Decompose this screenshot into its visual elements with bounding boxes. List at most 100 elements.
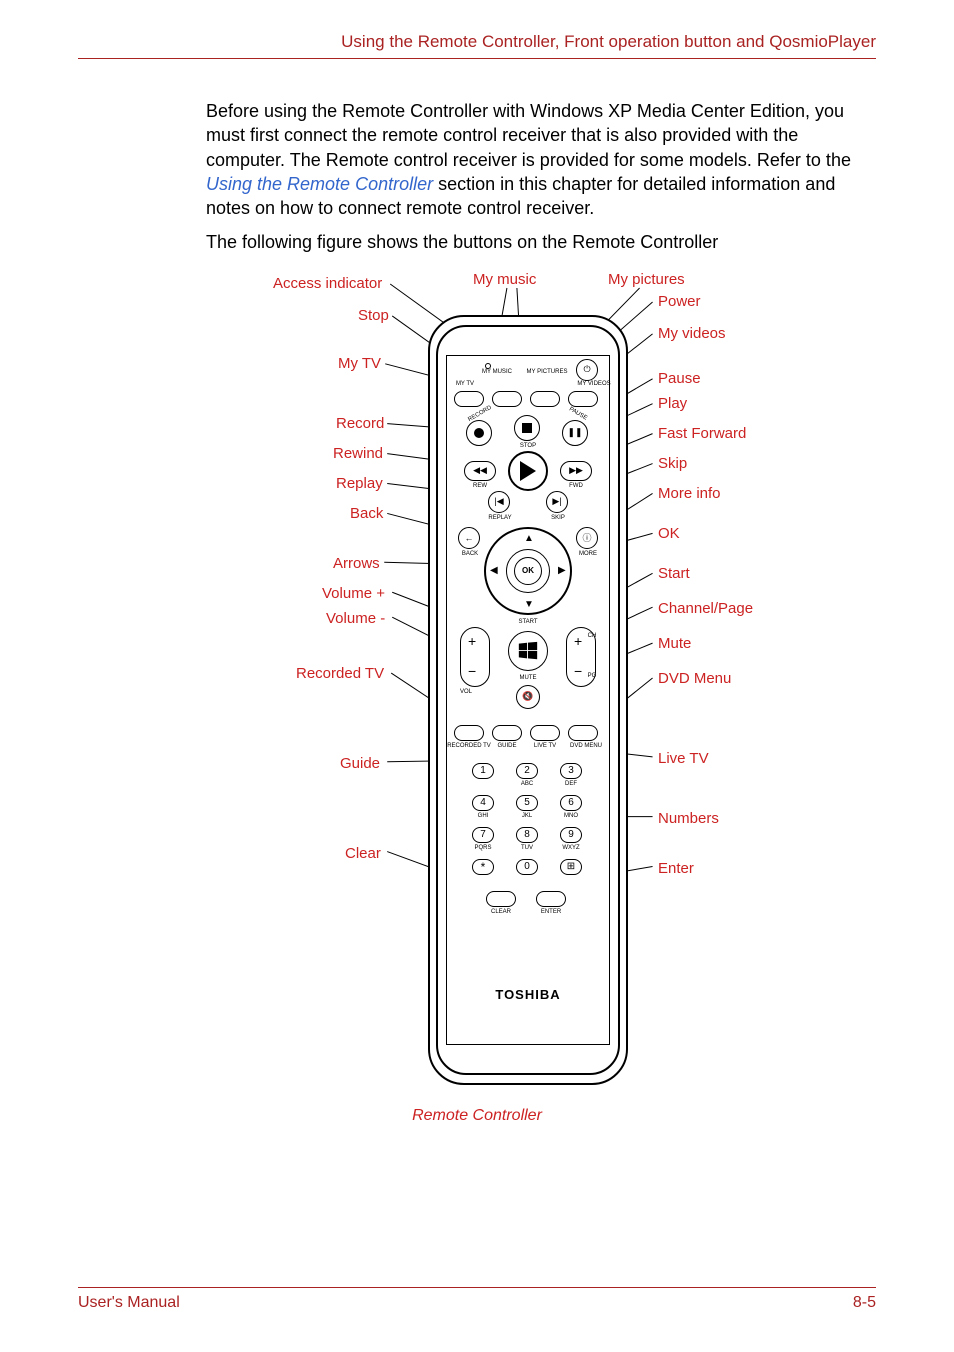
txt-back: BACK: [452, 551, 488, 557]
star-button[interactable]: *: [472, 859, 494, 875]
txt-def: DEF: [558, 781, 584, 787]
footer-left: User's Manual: [78, 1294, 180, 1312]
dvdmenu-button[interactable]: [568, 725, 598, 741]
label-clear: Clear: [345, 845, 381, 862]
num-5[interactable]: 5: [516, 795, 538, 811]
label-arrows: Arrows: [333, 555, 380, 572]
txt-pqrs: PQRS: [468, 845, 498, 851]
label-skip: Skip: [658, 455, 687, 472]
label-myvideos: My videos: [658, 325, 726, 342]
txt-abc: ABC: [514, 781, 540, 787]
paragraph-2: The following figure shows the buttons o…: [206, 230, 876, 254]
txt-vol: VOL: [456, 689, 476, 695]
ok-button[interactable]: OK: [514, 557, 542, 585]
label-mute: Mute: [658, 635, 691, 652]
play-icon: [520, 461, 536, 481]
start-button[interactable]: [508, 631, 548, 671]
txt-mymusic: MY MUSIC: [476, 369, 518, 375]
num-6[interactable]: 6: [560, 795, 582, 811]
fastforward-button[interactable]: ▶▶: [560, 461, 592, 481]
txt-dvdmenu: DVD MENU: [566, 743, 606, 749]
play-button[interactable]: [508, 451, 548, 491]
channel-down-button[interactable]: −: [574, 663, 582, 679]
txt-recordedtv: RECORDED TV: [446, 743, 492, 749]
record-button[interactable]: [466, 420, 492, 446]
num-2[interactable]: 2: [516, 763, 538, 779]
arrow-up[interactable]: ▲: [524, 533, 534, 544]
txt-clear: CLEAR: [482, 909, 520, 915]
paragraph-1: Before using the Remote Controller with …: [206, 99, 876, 220]
txt-mno: MNO: [558, 813, 584, 819]
remote-figure: Access indicator Stop My TV Record Rewin…: [78, 265, 876, 1105]
label-mymusic: My music: [473, 271, 536, 288]
label-record: Record: [336, 415, 384, 432]
mymusic-button[interactable]: [492, 391, 522, 407]
label-numbers: Numbers: [658, 810, 719, 827]
label-back: Back: [350, 505, 383, 522]
txt-pg: PG: [582, 673, 602, 679]
replay-button[interactable]: |◀: [488, 491, 510, 513]
mypictures-button[interactable]: [530, 391, 560, 407]
back-button[interactable]: ←: [458, 527, 480, 549]
para1a: Before using the Remote Controller with …: [206, 101, 851, 170]
label-recordedtv: Recorded TV: [296, 665, 384, 682]
page-footer: User's Manual 8-5: [78, 1287, 876, 1312]
volume-up-button[interactable]: +: [468, 633, 476, 649]
label-enter: Enter: [658, 860, 694, 877]
livetv-button[interactable]: [530, 725, 560, 741]
label-power: Power: [658, 293, 701, 310]
mytv-button[interactable]: [454, 391, 484, 407]
num-3[interactable]: 3: [560, 763, 582, 779]
clear-button[interactable]: [486, 891, 516, 907]
txt-start: START: [510, 619, 546, 625]
arrow-right[interactable]: ▶: [558, 565, 566, 576]
figure-caption: Remote Controller: [78, 1107, 876, 1125]
brand-label: TOSHIBA: [428, 987, 628, 1002]
label-volplus: Volume +: [322, 585, 385, 602]
num-4[interactable]: 4: [472, 795, 494, 811]
num-7[interactable]: 7: [472, 827, 494, 843]
stop-button[interactable]: [514, 415, 540, 441]
arrow-left[interactable]: ◀: [490, 565, 498, 576]
myvideos-button[interactable]: [568, 391, 598, 407]
recordedtv-button[interactable]: [454, 725, 484, 741]
num-1[interactable]: 1: [472, 763, 494, 779]
remote-controller: ⏻ MY MUSIC MY PICTURES MY TV MY VIDEOS S…: [428, 315, 628, 1085]
hash-button[interactable]: ⊞: [560, 859, 582, 875]
label-replay: Replay: [336, 475, 383, 492]
txt-mute: MUTE: [510, 675, 546, 681]
label-volmin: Volume -: [326, 610, 385, 627]
page-header: Using the Remote Controller, Front opera…: [78, 32, 876, 59]
channel-up-button[interactable]: +: [574, 633, 582, 649]
guide-button[interactable]: [492, 725, 522, 741]
txt-stop: STOP: [510, 443, 546, 449]
txt-ghi: GHI: [470, 813, 496, 819]
using-remote-link[interactable]: Using the Remote Controller: [206, 174, 433, 194]
mute-button[interactable]: 🔇: [516, 685, 540, 709]
moreinfo-button[interactable]: ⓘ: [576, 527, 598, 549]
label-mytv: My TV: [338, 355, 381, 372]
txt-livetv: LIVE TV: [526, 743, 564, 749]
arrow-down[interactable]: ▼: [524, 599, 534, 610]
txt-wxyz: WXYZ: [556, 845, 586, 851]
rewind-button[interactable]: ◀◀: [464, 461, 496, 481]
label-pause: Pause: [658, 370, 701, 387]
enter-button[interactable]: [536, 891, 566, 907]
num-9[interactable]: 9: [560, 827, 582, 843]
txt-more: MORE: [570, 551, 606, 557]
label-start: Start: [658, 565, 690, 582]
txt-skip: SKIP: [538, 515, 578, 521]
pause-button[interactable]: ❚❚: [562, 420, 588, 446]
label-chpg: Channel/Page: [658, 600, 753, 617]
body-text: Before using the Remote Controller with …: [78, 99, 876, 255]
num-0[interactable]: 0: [516, 859, 538, 875]
txt-mypictures: MY PICTURES: [522, 369, 572, 375]
label-guide: Guide: [340, 755, 380, 772]
power-button[interactable]: ⏻: [576, 359, 598, 381]
volume-down-button[interactable]: −: [468, 663, 476, 679]
label-fastforward: Fast Forward: [658, 425, 746, 442]
skip-button[interactable]: ▶|: [546, 491, 568, 513]
txt-enter: ENTER: [532, 909, 570, 915]
label-access-indicator: Access indicator: [273, 275, 382, 292]
num-8[interactable]: 8: [516, 827, 538, 843]
